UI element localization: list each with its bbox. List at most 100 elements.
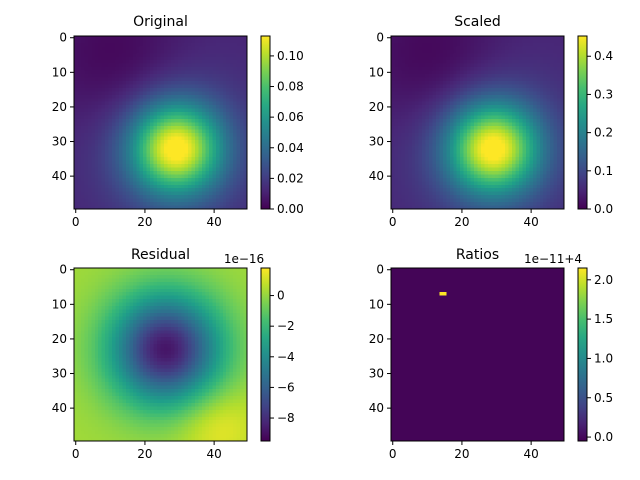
heatmap-cell bbox=[188, 177, 192, 182]
heatmap-cell bbox=[112, 177, 116, 182]
heatmap-cell bbox=[494, 84, 499, 89]
heatmap-cell bbox=[74, 205, 78, 210]
heatmap-cell bbox=[532, 67, 537, 71]
heatmap-cell bbox=[226, 122, 231, 127]
heatmap-cell bbox=[233, 164, 237, 168]
heatmap-cell bbox=[519, 63, 523, 68]
heatmap-cell bbox=[84, 202, 89, 206]
heatmap-cell bbox=[219, 160, 224, 165]
heatmap-cell bbox=[105, 108, 109, 113]
heatmap-cell bbox=[77, 153, 82, 158]
heatmap-cell bbox=[546, 153, 551, 158]
heatmap-cell bbox=[480, 98, 485, 103]
heatmap-cell bbox=[163, 136, 168, 141]
heatmap-cell bbox=[208, 87, 213, 92]
heatmap-cell bbox=[80, 84, 85, 89]
heatmap-cell bbox=[484, 198, 489, 203]
heatmap-cell bbox=[543, 188, 548, 193]
heatmap-cell bbox=[477, 98, 482, 103]
heatmap-cell bbox=[439, 53, 444, 58]
heatmap-cell bbox=[394, 63, 399, 68]
heatmap-cell bbox=[77, 98, 82, 103]
heatmap-cell bbox=[391, 167, 395, 172]
heatmap-cell bbox=[501, 98, 506, 103]
heatmap-cell bbox=[74, 98, 78, 103]
heatmap-cell bbox=[408, 198, 413, 203]
heatmap-cell bbox=[205, 202, 210, 206]
heatmap-cell bbox=[205, 63, 210, 68]
heatmap-cell bbox=[157, 80, 161, 85]
heatmap-cell bbox=[205, 136, 210, 141]
heatmap-cell bbox=[491, 188, 496, 193]
heatmap-cell bbox=[557, 91, 561, 96]
heatmap-cell bbox=[195, 46, 199, 51]
heatmap-cell bbox=[529, 167, 534, 172]
heatmap-cell bbox=[529, 115, 534, 120]
heatmap-cell bbox=[236, 143, 241, 148]
heatmap-cell bbox=[112, 184, 116, 189]
heatmap-cell bbox=[404, 150, 409, 154]
heatmap-cell bbox=[184, 150, 189, 154]
heatmap-cell bbox=[487, 174, 492, 179]
heatmap-cell bbox=[87, 157, 92, 161]
heatmap-cell bbox=[449, 70, 454, 75]
heatmap-cell bbox=[143, 98, 148, 103]
heatmap-cell bbox=[560, 63, 565, 68]
heatmap-cell bbox=[139, 119, 144, 123]
heatmap-cell bbox=[470, 160, 475, 165]
heatmap-cell bbox=[532, 60, 537, 65]
heatmap-cell bbox=[170, 198, 175, 203]
heatmap-cell bbox=[477, 153, 482, 158]
heatmap-cell bbox=[449, 87, 454, 92]
heatmap-cell bbox=[112, 139, 116, 144]
heatmap-cell bbox=[229, 56, 234, 61]
heatmap-cell bbox=[129, 188, 134, 193]
heatmap-cell bbox=[112, 205, 116, 210]
heatmap-cell bbox=[129, 101, 134, 106]
heatmap-cell bbox=[546, 202, 551, 206]
heatmap-cell bbox=[418, 181, 423, 186]
heatmap-cell bbox=[456, 195, 461, 199]
heatmap-cell bbox=[543, 39, 548, 44]
heatmap-cell bbox=[74, 112, 78, 116]
heatmap-cell bbox=[532, 195, 537, 199]
heatmap-cell bbox=[139, 198, 144, 203]
heatmap-cell bbox=[108, 46, 113, 51]
heatmap-cell bbox=[98, 170, 103, 175]
heatmap-cell bbox=[215, 202, 220, 206]
heatmap-cell bbox=[118, 153, 123, 158]
heatmap-cell bbox=[391, 122, 395, 127]
heatmap-cell bbox=[432, 94, 437, 99]
heatmap-cell bbox=[243, 184, 248, 189]
heatmap-cell bbox=[219, 184, 224, 189]
heatmap-cell bbox=[515, 174, 520, 179]
heatmap-cell bbox=[515, 53, 520, 58]
heatmap-cell bbox=[539, 164, 544, 168]
heatmap-cell bbox=[202, 153, 206, 158]
heatmap-cell bbox=[463, 46, 468, 51]
heatmap-cell bbox=[494, 74, 499, 78]
heatmap-cell bbox=[129, 198, 134, 203]
heatmap-cell bbox=[557, 191, 561, 196]
heatmap-cell bbox=[170, 136, 175, 141]
heatmap-cell bbox=[560, 153, 565, 158]
heatmap-cell bbox=[477, 150, 482, 154]
heatmap-cell bbox=[508, 87, 513, 92]
heatmap-cell bbox=[498, 115, 503, 120]
heatmap-cell bbox=[487, 98, 492, 103]
heatmap-cell bbox=[112, 84, 116, 89]
heatmap-cell bbox=[160, 188, 165, 193]
heatmap-cell bbox=[205, 53, 210, 58]
heatmap-cell bbox=[174, 167, 179, 172]
heatmap-cell bbox=[505, 139, 509, 144]
heatmap-cell bbox=[536, 191, 541, 196]
heatmap-cell bbox=[453, 177, 458, 182]
heatmap-cell bbox=[74, 125, 78, 130]
heatmap-cell bbox=[432, 108, 437, 113]
heatmap-cell bbox=[425, 167, 430, 172]
heatmap-cell bbox=[108, 153, 113, 158]
heatmap-cell bbox=[240, 125, 244, 130]
heatmap-cell bbox=[233, 177, 237, 182]
heatmap-cell bbox=[226, 150, 231, 154]
heatmap-cell bbox=[401, 49, 406, 54]
